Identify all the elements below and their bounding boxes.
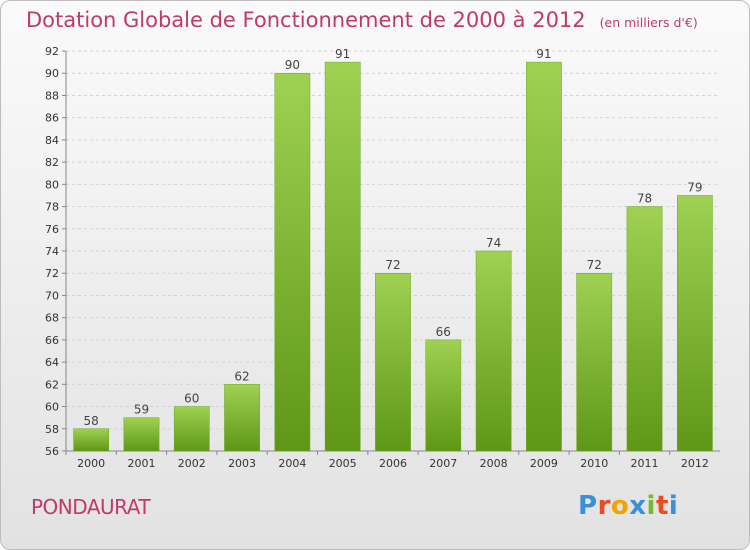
y-tick-label: 58 <box>45 423 59 436</box>
bar <box>425 339 462 452</box>
brand-letter: i <box>646 491 656 521</box>
x-tick-label: 2008 <box>480 457 508 470</box>
data-label: 90 <box>285 58 300 72</box>
bar <box>626 206 663 452</box>
x-tick-label: 2004 <box>278 457 306 470</box>
y-tick-label: 86 <box>45 112 59 125</box>
y-tick-label: 80 <box>45 178 59 191</box>
x-tick-label: 2001 <box>127 457 155 470</box>
x-tick-label: 2010 <box>580 457 608 470</box>
data-label: 72 <box>385 258 400 272</box>
data-label: 78 <box>637 192 652 206</box>
chart-subtitle: (en milliers d'€) <box>599 15 698 30</box>
x-tick-label: 2011 <box>631 457 659 470</box>
data-label: 62 <box>234 369 249 383</box>
bar <box>173 406 210 452</box>
x-tick-label: 2009 <box>530 457 558 470</box>
data-label: 60 <box>184 392 199 406</box>
x-tick-label: 2006 <box>379 457 407 470</box>
x-tick-label: 2012 <box>681 457 709 470</box>
bar <box>676 195 713 452</box>
data-label: 72 <box>587 258 602 272</box>
bar <box>123 417 160 452</box>
data-label: 91 <box>335 47 350 61</box>
brand-letter: r <box>597 491 611 521</box>
data-labels: 58 59 60 62 90 91 72 66 74 91 72 78 79 <box>84 47 703 428</box>
bar <box>475 250 512 452</box>
y-tick-label: 72 <box>45 267 59 280</box>
brand-letter: i <box>668 491 679 521</box>
chart-title-text: Dotation Globale de Fonctionnement de 20… <box>26 8 586 32</box>
y-tick-label: 82 <box>45 156 59 169</box>
y-tick-label: 66 <box>45 334 59 347</box>
brand-letter: P <box>578 491 598 521</box>
bar <box>224 384 260 452</box>
data-label: 59 <box>134 403 149 417</box>
bar <box>526 61 562 452</box>
y-tick-label: 62 <box>45 378 59 391</box>
y-tick-label: 84 <box>45 134 59 147</box>
bar <box>576 272 613 452</box>
x-tick-label: 2007 <box>429 457 457 470</box>
x-tick-label: 2002 <box>178 457 206 470</box>
y-tick-label: 74 <box>45 245 59 258</box>
bars <box>73 61 713 452</box>
x-tick-label: 2003 <box>228 457 256 470</box>
x-tick-label: 2000 <box>77 457 105 470</box>
y-tick-label: 60 <box>45 401 59 414</box>
y-tick-label: 76 <box>45 223 59 236</box>
y-tick-label: 64 <box>45 356 59 369</box>
y-tick-label: 92 <box>45 45 59 58</box>
chart-title: Dotation Globale de Fonctionnement de 20… <box>26 8 698 32</box>
y-tick-label: 78 <box>45 201 59 214</box>
data-label: 91 <box>536 47 551 61</box>
y-tick-labels: 56 58 60 62 64 66 68 70 72 74 76 78 80 82 84 86 88 90 92 <box>45 45 59 458</box>
location-label: PONDAURAT <box>31 495 151 519</box>
bar <box>73 428 110 452</box>
y-tick-label: 68 <box>45 312 59 325</box>
data-label: 66 <box>436 325 451 339</box>
bar <box>375 272 411 452</box>
brand-logo: Proxiti <box>578 491 678 521</box>
y-tick-label: 70 <box>45 289 59 302</box>
x-tick-label: 2005 <box>329 457 357 470</box>
brand-letter: t <box>655 491 669 521</box>
x-tick-labels: 2000 2001 2002 2003 2004 2005 2006 2007 2008 2009… <box>65 451 709 470</box>
data-label: 58 <box>84 414 99 428</box>
y-tick-label: 56 <box>45 445 59 458</box>
bar <box>274 72 311 452</box>
brand-letter: o <box>610 491 630 521</box>
data-label: 74 <box>486 236 501 250</box>
y-tick-label: 88 <box>45 89 59 102</box>
brand-letter: x <box>629 491 647 521</box>
y-tick-label: 90 <box>45 67 59 80</box>
data-label: 79 <box>687 180 702 194</box>
bar <box>324 61 361 452</box>
